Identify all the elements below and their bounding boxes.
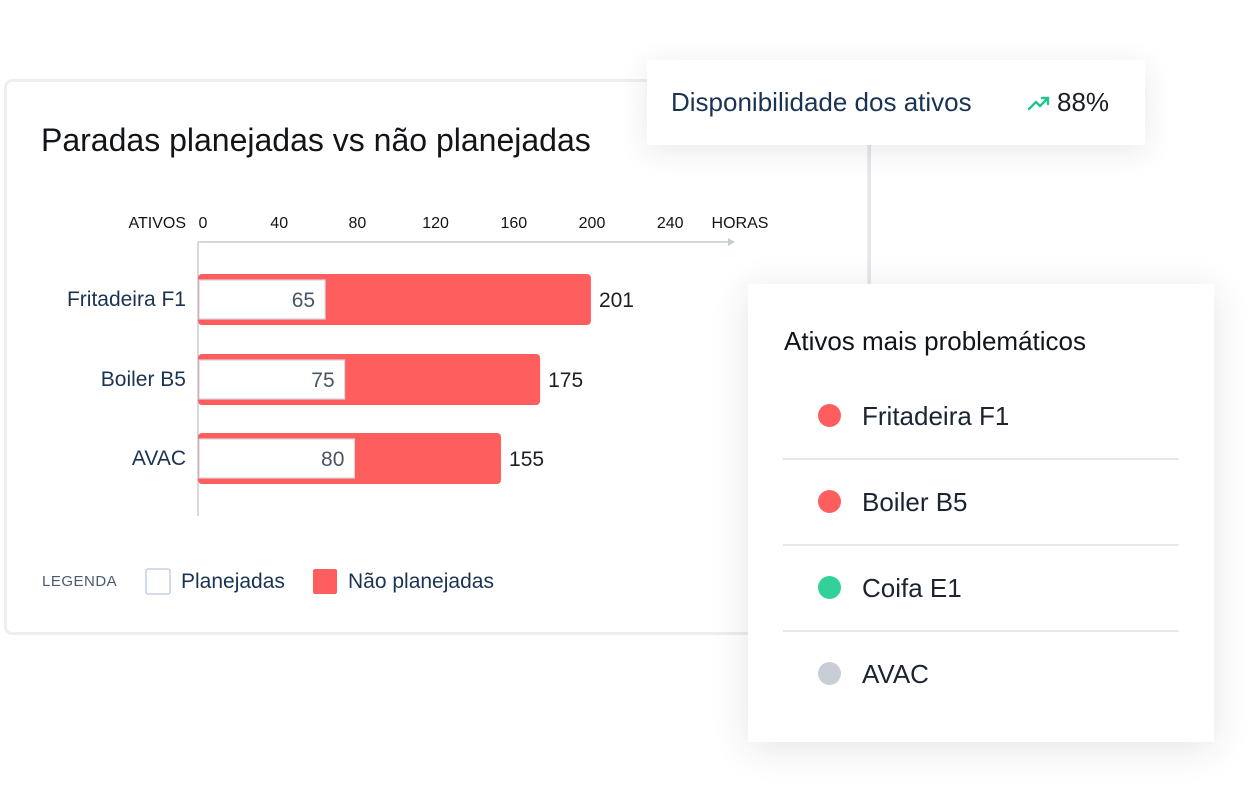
legend-swatch-unplanned bbox=[313, 569, 337, 594]
problem-name: Fritadeira F1 bbox=[862, 401, 1010, 431]
list-item[interactable]: Boiler B5 bbox=[783, 460, 1179, 546]
chart-title: Paradas planejadas vs não planejadas bbox=[41, 122, 591, 158]
problem-name: AVAC bbox=[862, 659, 929, 689]
x-tick-label: 200 bbox=[579, 215, 606, 232]
problems-title: Ativos mais problemáticos bbox=[784, 326, 1086, 356]
data-label-unplanned: 201 bbox=[599, 289, 634, 312]
x-tick-label: 0 bbox=[199, 215, 208, 232]
data-label-planned: 80 bbox=[321, 448, 344, 471]
x-tick-label: 160 bbox=[500, 215, 527, 232]
problem-name: Boiler B5 bbox=[862, 487, 968, 517]
legend-label: Planejadas bbox=[181, 570, 285, 593]
status-dot-icon bbox=[818, 404, 841, 427]
x-tick-label: 80 bbox=[349, 215, 367, 232]
y-axis-label: ATIVOS bbox=[129, 215, 187, 232]
trending-up-icon bbox=[1027, 95, 1050, 116]
bar-planned bbox=[198, 359, 346, 400]
category-label: AVAC bbox=[132, 447, 186, 470]
x-tick-label: 40 bbox=[270, 215, 288, 232]
legend-swatch-planned bbox=[145, 568, 171, 595]
list-item[interactable]: Fritadeira F1 bbox=[783, 374, 1179, 460]
data-label-unplanned: 175 bbox=[548, 369, 583, 392]
x-tick-label: 240 bbox=[657, 215, 684, 232]
list-item[interactable]: AVAC bbox=[783, 632, 1179, 718]
bar-chart: ATIVOS 0 40 80 120 160 200 240 HORAS Fritadeira F… bbox=[42, 215, 769, 595]
x-axis-arrow-icon bbox=[728, 238, 735, 246]
bar-planned bbox=[198, 438, 355, 479]
x-tick-label: 120 bbox=[422, 215, 449, 232]
list-item[interactable]: Coifa E1 bbox=[783, 546, 1179, 632]
status-dot-icon bbox=[818, 490, 841, 513]
availability-value: 88% bbox=[1057, 87, 1110, 117]
legend-label: Não planejadas bbox=[348, 570, 494, 593]
data-label-planned: 75 bbox=[311, 369, 334, 392]
legend-title: LEGENDA bbox=[42, 573, 117, 590]
bar-planned bbox=[198, 279, 326, 320]
problems-card: Ativos mais problemáticos Fritadeira F1 … bbox=[748, 284, 1214, 742]
category-label: Fritadeira F1 bbox=[67, 288, 186, 311]
problem-name: Coifa E1 bbox=[862, 573, 962, 603]
x-axis-label: HORAS bbox=[712, 215, 769, 232]
availability-card: Disponibilidade dos ativos 88% bbox=[647, 60, 1145, 145]
category-label: Boiler B5 bbox=[101, 368, 186, 391]
availability-label: Disponibilidade dos ativos bbox=[671, 87, 972, 117]
data-label-unplanned: 155 bbox=[509, 448, 544, 471]
status-dot-icon bbox=[818, 662, 841, 685]
problem-list: Fritadeira F1 Boiler B5 Coifa E1 AVAC bbox=[783, 374, 1179, 718]
data-label-planned: 65 bbox=[292, 289, 315, 312]
status-dot-icon bbox=[818, 576, 841, 599]
connector-line bbox=[868, 145, 871, 285]
